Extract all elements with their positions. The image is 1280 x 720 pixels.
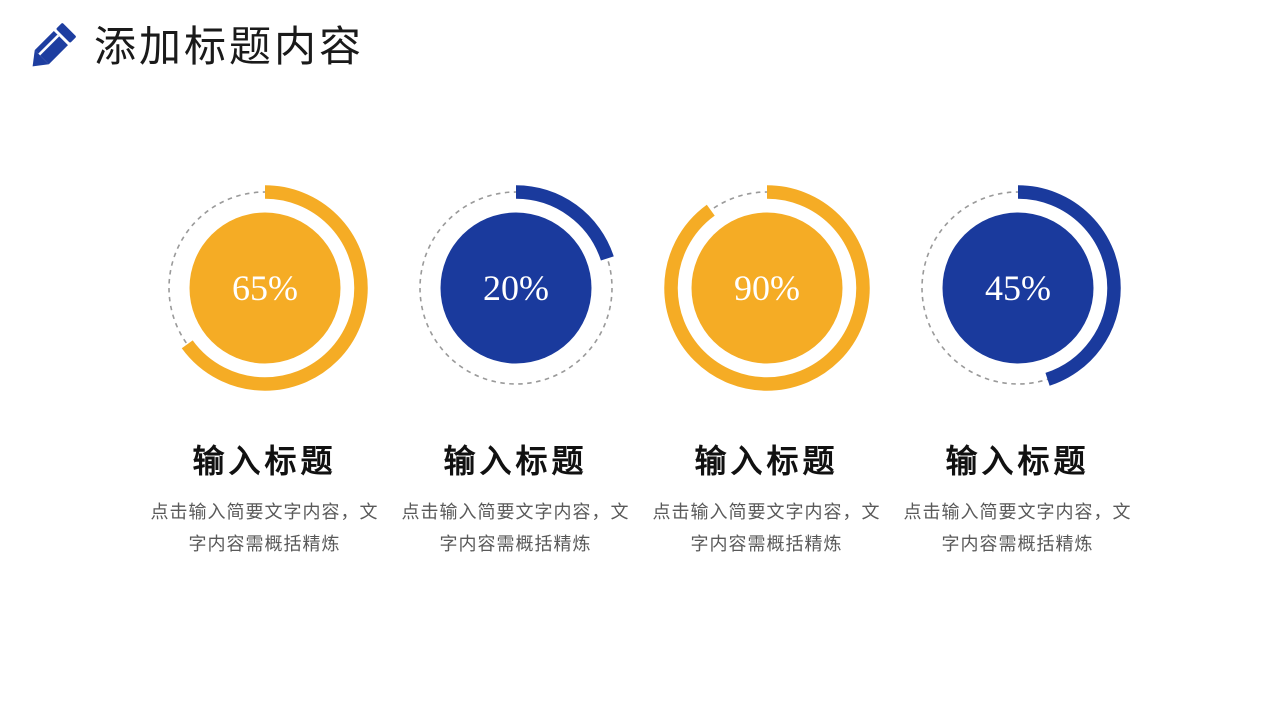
percent-label: 90% <box>734 268 800 308</box>
progress-arc <box>914 185 1121 391</box>
donut-gauge: 20% <box>411 183 621 393</box>
card-description: 点击输入简要文字内容，文字内容需概括精炼 <box>150 502 379 554</box>
donut-gauge: 65% <box>160 183 370 393</box>
gauge-card: 20% 输入标题 点击输入简要文字内容，文字内容需概括精炼 <box>390 183 641 560</box>
gauge-cards-row: 65% 输入标题 点击输入简要文字内容，文字内容需概括精炼 20% 输入标题 点… <box>139 183 1143 560</box>
inner-circle <box>189 212 340 364</box>
inner-circle <box>691 212 842 364</box>
progress-arc <box>412 185 619 391</box>
gauge-card: 45% 输入标题 点击输入简要文字内容，文字内容需概括精炼 <box>892 183 1143 560</box>
card-description: 点击输入简要文字内容，文字内容需概括精炼 <box>652 502 881 554</box>
card-heading: 输入标题 <box>443 443 588 479</box>
card-description: 点击输入简要文字内容，文字内容需概括精炼 <box>903 502 1132 554</box>
card-heading: 输入标题 <box>694 443 839 479</box>
inner-circle <box>440 212 591 364</box>
page-title: 添加标题内容 <box>94 25 365 71</box>
donut-gauge: 90% <box>662 183 872 393</box>
progress-arc <box>161 185 368 391</box>
card-heading: 输入标题 <box>945 443 1090 479</box>
percent-label: 65% <box>232 268 298 308</box>
card-heading: 输入标题 <box>192 443 337 479</box>
gauge-card: 90% 输入标题 点击输入简要文字内容，文字内容需概括精炼 <box>641 183 892 560</box>
donut-gauge: 45% <box>913 183 1123 393</box>
pencil-icon <box>24 21 78 75</box>
card-description: 点击输入简要文字内容，文字内容需概括精炼 <box>401 502 630 554</box>
gauge-card: 65% 输入标题 点击输入简要文字内容，文字内容需概括精炼 <box>139 183 390 560</box>
percent-label: 20% <box>483 268 549 308</box>
percent-label: 45% <box>985 268 1051 308</box>
inner-circle <box>942 212 1093 364</box>
progress-arc <box>663 185 870 391</box>
slide-header: 添加标题内容 <box>24 20 364 76</box>
